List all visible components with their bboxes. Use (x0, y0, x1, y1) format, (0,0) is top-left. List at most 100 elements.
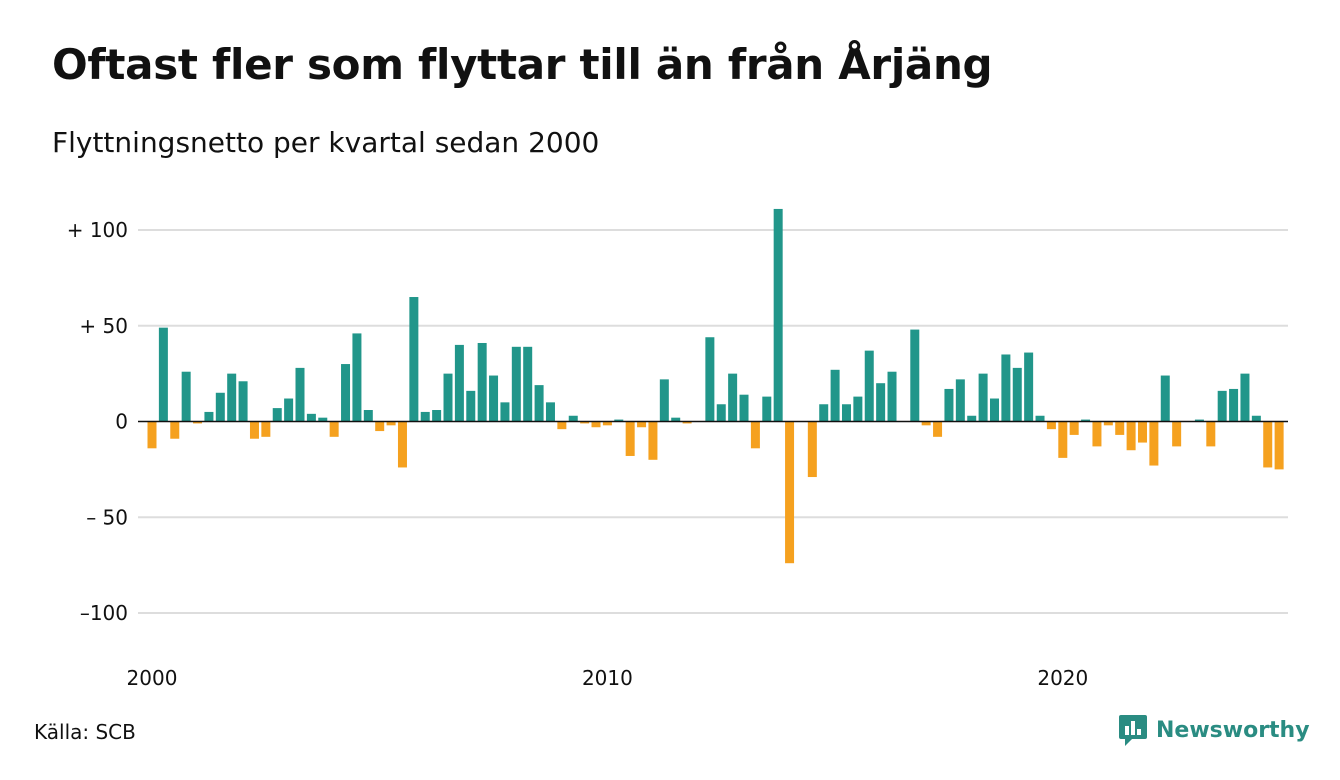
bar (363, 410, 373, 422)
y-tick-label: – 50 (86, 505, 128, 529)
bar (215, 392, 225, 422)
bar (306, 413, 316, 422)
bar (728, 373, 738, 422)
bar (1001, 354, 1011, 422)
bar (1115, 421, 1125, 435)
bar (1251, 415, 1261, 422)
bar (841, 404, 851, 422)
bar (181, 371, 191, 422)
y-axis-tick-labels: + 100 + 50 0 – 50 –100 (67, 218, 128, 625)
chart-subtitle: Flyttningsnetto per kvartal sedan 2000 (52, 126, 600, 159)
bar (1035, 415, 1045, 422)
bar (409, 297, 419, 422)
bar (557, 421, 567, 430)
bar (318, 417, 328, 422)
bar (568, 415, 578, 422)
bar (1160, 375, 1170, 422)
bar (534, 385, 544, 422)
bar (1092, 421, 1102, 447)
bar (454, 344, 464, 422)
bar (329, 421, 339, 437)
bar (204, 411, 214, 422)
bar (284, 398, 294, 422)
bar (1126, 421, 1136, 451)
bar (261, 421, 271, 437)
bar (682, 421, 692, 424)
gridlines (138, 229, 1288, 614)
bar (887, 371, 897, 422)
x-tick-label: 2010 (582, 666, 633, 690)
bar (1206, 421, 1216, 447)
bar (637, 421, 647, 428)
bar (523, 346, 533, 422)
y-tick-label: 0 (115, 410, 128, 434)
bar (1240, 373, 1250, 422)
bar (819, 404, 829, 422)
bar (580, 421, 590, 424)
y-tick-label: + 100 (67, 218, 128, 242)
bar (1081, 419, 1091, 422)
bar (193, 421, 203, 424)
bar (944, 388, 954, 422)
bar (785, 421, 795, 564)
bar (807, 421, 817, 478)
bar (352, 333, 362, 422)
bar (591, 421, 601, 428)
bar (272, 408, 282, 422)
bar (1069, 421, 1079, 435)
bar (1149, 421, 1159, 466)
brand-name: Newsworthy (1156, 717, 1310, 743)
bar (1172, 421, 1182, 447)
bar (341, 364, 351, 422)
bar (420, 411, 430, 422)
bar (1024, 352, 1034, 422)
bar (1137, 421, 1147, 443)
bar (602, 421, 612, 426)
bar (864, 350, 874, 422)
bar-chart-speech-bubble-icon (1119, 715, 1147, 746)
chart-title: Oftast fler som flyttar till än från Årj… (52, 40, 993, 89)
bar (910, 329, 920, 422)
bar (1194, 419, 1204, 422)
bars (147, 208, 1284, 564)
bar (477, 342, 487, 422)
y-tick-label: + 50 (79, 314, 128, 338)
bar (921, 421, 931, 426)
bar (489, 375, 499, 422)
bar (614, 419, 624, 422)
bar (978, 373, 988, 422)
bar (375, 421, 385, 432)
bar (955, 379, 965, 422)
bar (1263, 421, 1273, 468)
bar (227, 373, 237, 422)
bar (648, 421, 658, 460)
bar (625, 421, 635, 456)
bar (739, 394, 749, 422)
newsworthy-logo: Newsworthy (1118, 713, 1310, 747)
bar (545, 402, 555, 422)
bar (386, 421, 396, 426)
bar (443, 373, 453, 422)
bar (511, 346, 521, 422)
bar (853, 396, 863, 422)
bar (500, 402, 510, 422)
bar (1046, 421, 1056, 430)
x-tick-label: 2000 (127, 666, 178, 690)
bar (750, 421, 760, 449)
bar (933, 421, 943, 437)
bar (1103, 421, 1113, 426)
x-tick-label: 2020 (1037, 666, 1088, 690)
bar (1058, 421, 1068, 458)
x-axis-tick-labels: 2000 2010 2020 (127, 666, 1089, 690)
bar (147, 421, 157, 449)
bar (762, 396, 772, 422)
bar (249, 421, 259, 439)
bar (1012, 367, 1022, 422)
bar (967, 415, 977, 422)
bar (238, 381, 248, 422)
bar (432, 410, 442, 422)
bar (1274, 421, 1284, 470)
bar (876, 383, 886, 422)
source-note: Källa: SCB (34, 720, 136, 744)
